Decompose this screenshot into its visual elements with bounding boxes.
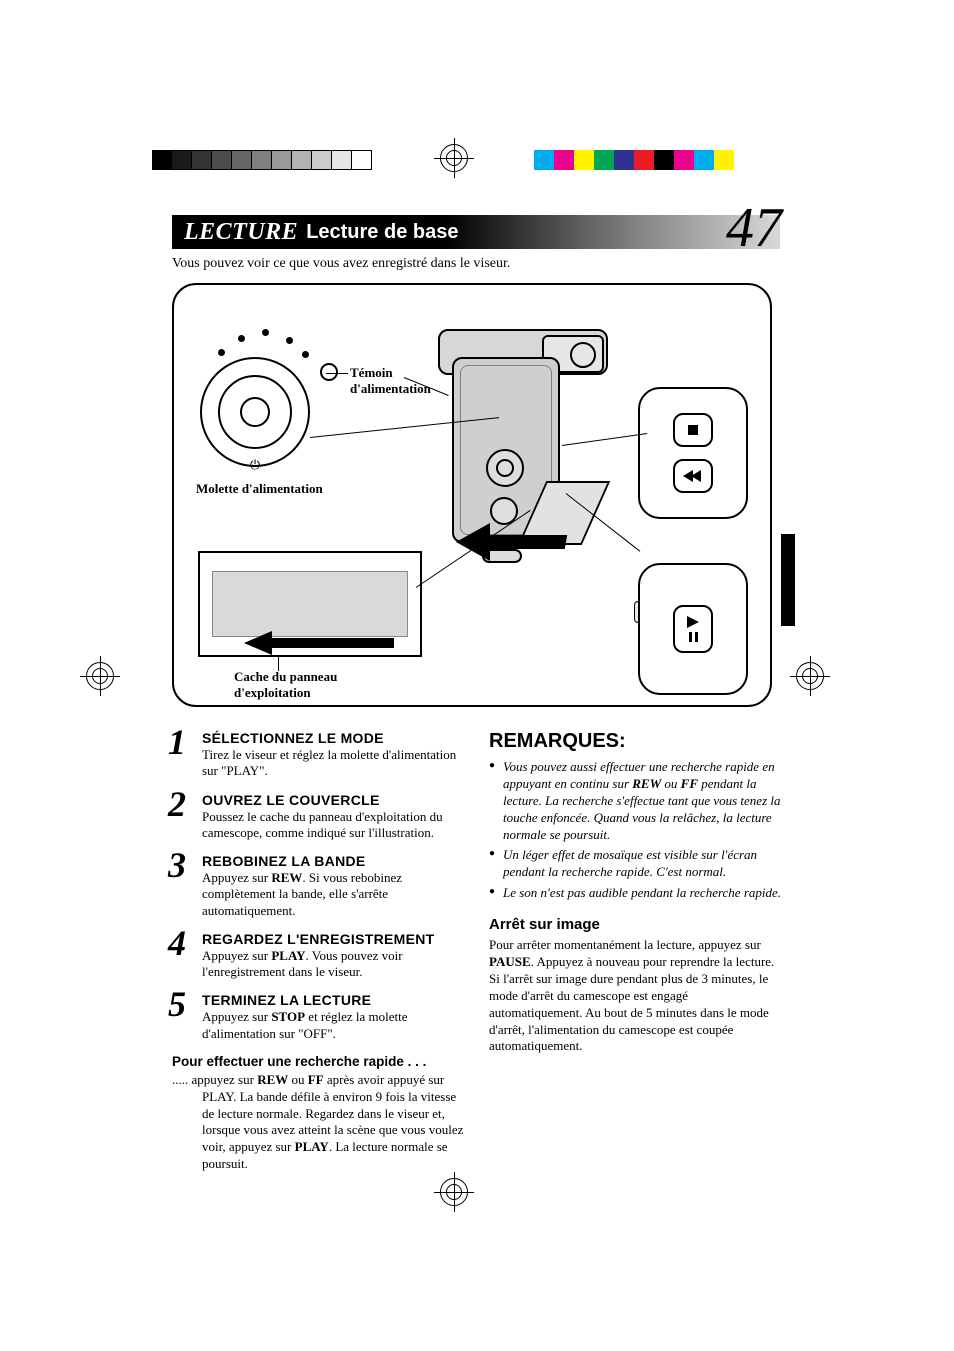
step: 4REGARDEZ L'ENREGISTREMENTAppuyez sur PL…: [172, 931, 465, 981]
step-number: 3: [168, 847, 186, 883]
step-number: 2: [168, 786, 186, 822]
power-dial: ⏻: [200, 357, 310, 467]
step: 2OUVREZ LE COUVERCLEPoussez le cache du …: [172, 792, 465, 842]
still-body: Pour arrêter momentanément la lecture, a…: [489, 937, 782, 1055]
step-title: REGARDEZ L'ENREGISTREMENT: [202, 931, 465, 947]
registration-mark-bottom: [440, 1178, 468, 1206]
search-heading: Pour effectuer une recherche rapide . . …: [172, 1054, 465, 1069]
section-header: LECTURE Lecture de base: [172, 215, 780, 249]
step-number: 4: [168, 925, 186, 961]
gray-calibration-bar: [152, 150, 372, 170]
remark-item: Le son n'est pas audible pendant la rech…: [489, 885, 782, 902]
step-body: Appuyez sur REW. Si vous rebobinez compl…: [202, 870, 465, 919]
remark-item: Vous pouvez aussi effectuer une recherch…: [489, 759, 782, 843]
section-tab: [781, 534, 795, 626]
step-body: Poussez le cache du panneau d'exploitati…: [202, 809, 465, 842]
registration-mark: [440, 144, 468, 172]
callout-top: [638, 387, 748, 519]
cmyk-calibration-bar: [534, 150, 734, 170]
intro-text: Vous pouvez voir ce que vous avez enregi…: [172, 256, 510, 272]
remarks-list: Vous pouvez aussi effectuer une recherch…: [489, 759, 782, 902]
step-body: Appuyez sur PLAY. Vous pouvez voir l'enr…: [202, 948, 465, 981]
step-number: 1: [168, 724, 186, 760]
left-column: 1SÉLECTIONNEZ LE MODETirez le viseur et …: [172, 730, 465, 1173]
step-title: REBOBINEZ LA BANDE: [202, 853, 465, 869]
still-heading: Arrêt sur image: [489, 916, 782, 933]
label-panel-cover: Cache du panneau d'exploitation: [234, 669, 364, 700]
stop-key-icon: [673, 413, 713, 447]
registration-mark-right: [796, 662, 824, 690]
step: 1SÉLECTIONNEZ LE MODETirez le viseur et …: [172, 730, 465, 780]
play-pause-key-icon: [673, 605, 713, 653]
section-title: LECTURE: [184, 219, 298, 246]
label-power-indicator: Témoin d'alimentation: [350, 365, 440, 396]
step: 3REBOBINEZ LA BANDEAppuyez sur REW. Si v…: [172, 853, 465, 919]
step-title: OUVREZ LE COUVERCLE: [202, 792, 465, 808]
diagram-frame: ⏻ Témoin d'alimentation Molette d'alimen…: [172, 283, 772, 707]
label-power-dial: Molette d'alimentation: [196, 481, 323, 497]
registration-mark-left: [86, 662, 114, 690]
dial-play-icon: ⏻: [250, 457, 260, 473]
step: 5TERMINEZ LA LECTUREAppuyez sur STOP et …: [172, 992, 465, 1042]
callout-bottom: [638, 563, 748, 695]
camcorder-illustration: [434, 313, 614, 553]
right-column: REMARQUES: Vous pouvez aussi effectuer u…: [489, 730, 782, 1173]
search-body: ..... appuyez sur REW ou FF après avoir …: [172, 1072, 465, 1173]
step-body: Appuyez sur STOP et réglez la molette d'…: [202, 1009, 465, 1042]
step-title: TERMINEZ LA LECTURE: [202, 992, 465, 1008]
remark-item: Un léger effet de mosaïque est visible s…: [489, 847, 782, 881]
page-number: 47: [726, 196, 782, 260]
step-body: Tirez le viseur et réglez la molette d'a…: [202, 747, 465, 780]
step-title: SÉLECTIONNEZ LE MODE: [202, 730, 465, 746]
rew-key-icon: [673, 459, 713, 493]
step-number: 5: [168, 986, 186, 1022]
section-subtitle: Lecture de base: [306, 221, 458, 244]
remarks-heading: REMARQUES:: [489, 730, 782, 753]
slide-arrow-icon: [244, 633, 394, 653]
open-panel-arrow-icon: [456, 523, 566, 563]
power-led-icon: [320, 363, 338, 381]
